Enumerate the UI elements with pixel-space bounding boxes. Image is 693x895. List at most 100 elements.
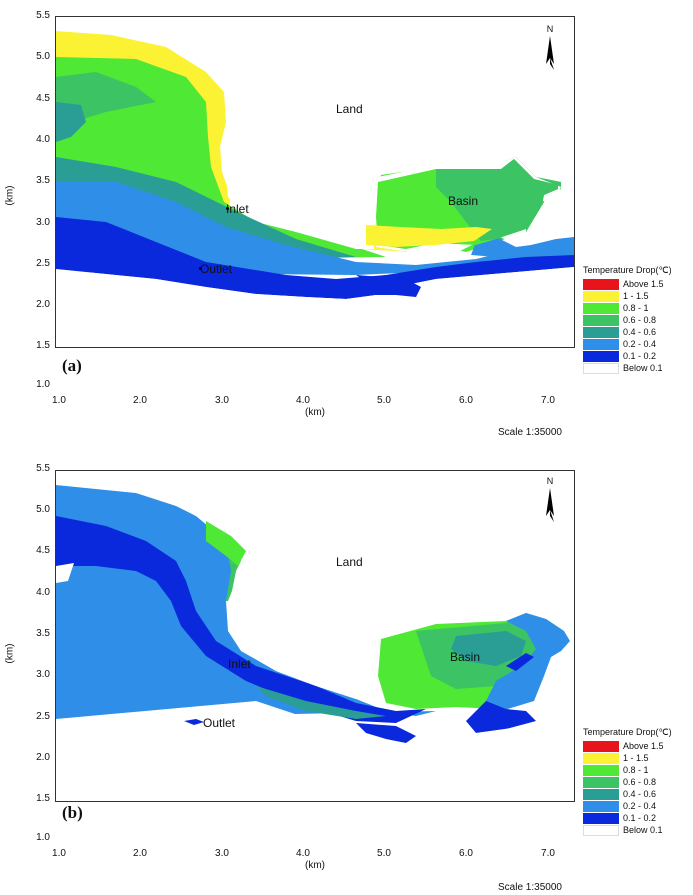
scale-label: Scale 1:35000 (498, 882, 562, 893)
zone-0.2-0.4 (56, 485, 436, 719)
y-tick: 3.0 (36, 669, 50, 680)
legend-a: Temperature Drop(℃) Above 1.5 1 - 1.5 0.… (583, 265, 691, 374)
legend-label: Below 0.1 (623, 825, 663, 835)
x-tick: 1.0 (52, 395, 66, 406)
legend-title: Temperature Drop(℃) (583, 265, 672, 275)
legend-swatch (583, 764, 619, 776)
legend-item: 0.8 - 1 (583, 302, 691, 314)
y-tick: 1.0 (36, 832, 50, 843)
land-south (56, 701, 574, 801)
scale-label: Scale 1:35000 (498, 427, 562, 438)
y-tick: 4.5 (36, 545, 50, 556)
x-tick: 7.0 (541, 848, 555, 859)
outlet-marker (199, 267, 202, 270)
zone-0.1-0.2 (56, 217, 574, 299)
basin-0.6-0.8-top (436, 159, 558, 241)
legend-swatch (583, 278, 619, 290)
legend-label: 0.6 - 0.8 (623, 315, 657, 325)
y-tick: 4.0 (36, 587, 50, 598)
legend-item: 0.4 - 0.6 (583, 788, 691, 800)
basin-1-1.5-top (366, 225, 492, 247)
panel-a: 5.5 5.0 4.5 4.0 3.5 3.0 2.5 2.0 1.5 1.0 … (5, 11, 575, 438)
x-tick: 3.0 (215, 848, 229, 859)
outflow-tongue (356, 723, 416, 743)
north-arrow: N (540, 24, 560, 74)
legend-swatch (583, 326, 619, 338)
basin-0.1-0.2 (466, 701, 536, 733)
legend-label: 0.1 - 0.2 (623, 351, 657, 361)
y-tick: 1.5 (36, 340, 50, 351)
y-tick: 1.5 (36, 793, 50, 804)
x-tick: 2.0 (133, 848, 147, 859)
legend-label: 0.1 - 0.2 (623, 813, 657, 823)
legend-swatch (583, 776, 619, 788)
legend-swatch (583, 338, 619, 350)
basin-0.2-0.4 (486, 613, 570, 711)
legend-item: 0.8 - 1 (583, 764, 691, 776)
y-tick: 3.5 (36, 175, 50, 186)
legend-swatch (583, 290, 619, 302)
legend-item: Below 0.1 (583, 362, 691, 374)
legend-item: 0.6 - 0.8 (583, 776, 691, 788)
outlet-plume (184, 719, 204, 725)
x-tick: 7.0 (541, 395, 555, 406)
legend-item: 0.1 - 0.2 (583, 350, 691, 362)
basin-label: Basin (450, 650, 481, 664)
y-tick: 3.5 (36, 628, 50, 639)
y-tick: 2.0 (36, 752, 50, 763)
y-tick: 3.0 (36, 217, 50, 228)
y-tick: 2.5 (36, 258, 50, 269)
north-arrow: N (540, 476, 560, 526)
outlet-label: Outlet (200, 262, 233, 276)
north-arrow-label: N (546, 24, 554, 34)
legend-swatch (583, 800, 619, 812)
legend-item: Above 1.5 (583, 740, 691, 752)
zone-0.2-0.4 (56, 182, 574, 275)
legend-item: 1 - 1.5 (583, 290, 691, 302)
map-plot-a (55, 16, 575, 348)
y-axis-title: (km) (4, 643, 16, 664)
legend-label: Above 1.5 (623, 279, 664, 289)
basin-0.4-0.6 (451, 631, 526, 666)
panel-b: 5.5 5.0 4.5 4.0 3.5 3.0 2.5 2.0 1.5 1.0 … (0, 458, 693, 895)
legend-title: Temperature Drop(℃) (583, 727, 672, 737)
x-tick: 2.0 (133, 395, 147, 406)
legend-swatch (583, 788, 619, 800)
zone-0.4-0.6-strip (256, 686, 386, 719)
map-plot-b (55, 470, 575, 802)
legend-item: Below 0.1 (583, 824, 691, 836)
legend-label: 0.6 - 0.8 (623, 777, 657, 787)
zone-0.4-0.6 (56, 102, 86, 142)
legend-item: 0.4 - 0.6 (583, 326, 691, 338)
legend-swatch (583, 314, 619, 326)
legend-label: Below 0.1 (623, 363, 663, 373)
zone-0.1-0.2 (56, 516, 426, 723)
inlet-label: Inlet (228, 657, 251, 671)
land-north (56, 471, 574, 701)
legend-label: 1 - 1.5 (623, 753, 649, 763)
inlet-marker (226, 207, 229, 210)
legend-item: 0.1 - 0.2 (583, 812, 691, 824)
y-tick: 4.5 (36, 93, 50, 104)
north-arrow-icon (546, 36, 554, 70)
panel-label: (b) (62, 803, 83, 822)
legend-label: 0.2 - 0.4 (623, 339, 657, 349)
legend-label: 0.8 - 1 (623, 765, 649, 775)
y-tick: 5.0 (36, 504, 50, 515)
basin-label: Basin (448, 194, 479, 208)
y-tick: 5.0 (36, 51, 50, 62)
legend-label: 0.4 - 0.6 (623, 327, 657, 337)
land-label: Land (336, 102, 363, 116)
x-tick: 3.0 (215, 395, 229, 406)
x-tick: 5.0 (377, 848, 391, 859)
panel-label: (a) (62, 356, 82, 375)
x-tick: 6.0 (459, 848, 473, 859)
legend-swatch (583, 752, 619, 764)
x-axis-title: (km) (305, 860, 325, 871)
inlet-label: Inlet (226, 202, 249, 216)
x-tick: 1.0 (52, 848, 66, 859)
legend-label: Above 1.5 (623, 741, 664, 751)
x-tick: 6.0 (459, 395, 473, 406)
y-tick: 2.5 (36, 711, 50, 722)
x-tick: 4.0 (296, 395, 310, 406)
